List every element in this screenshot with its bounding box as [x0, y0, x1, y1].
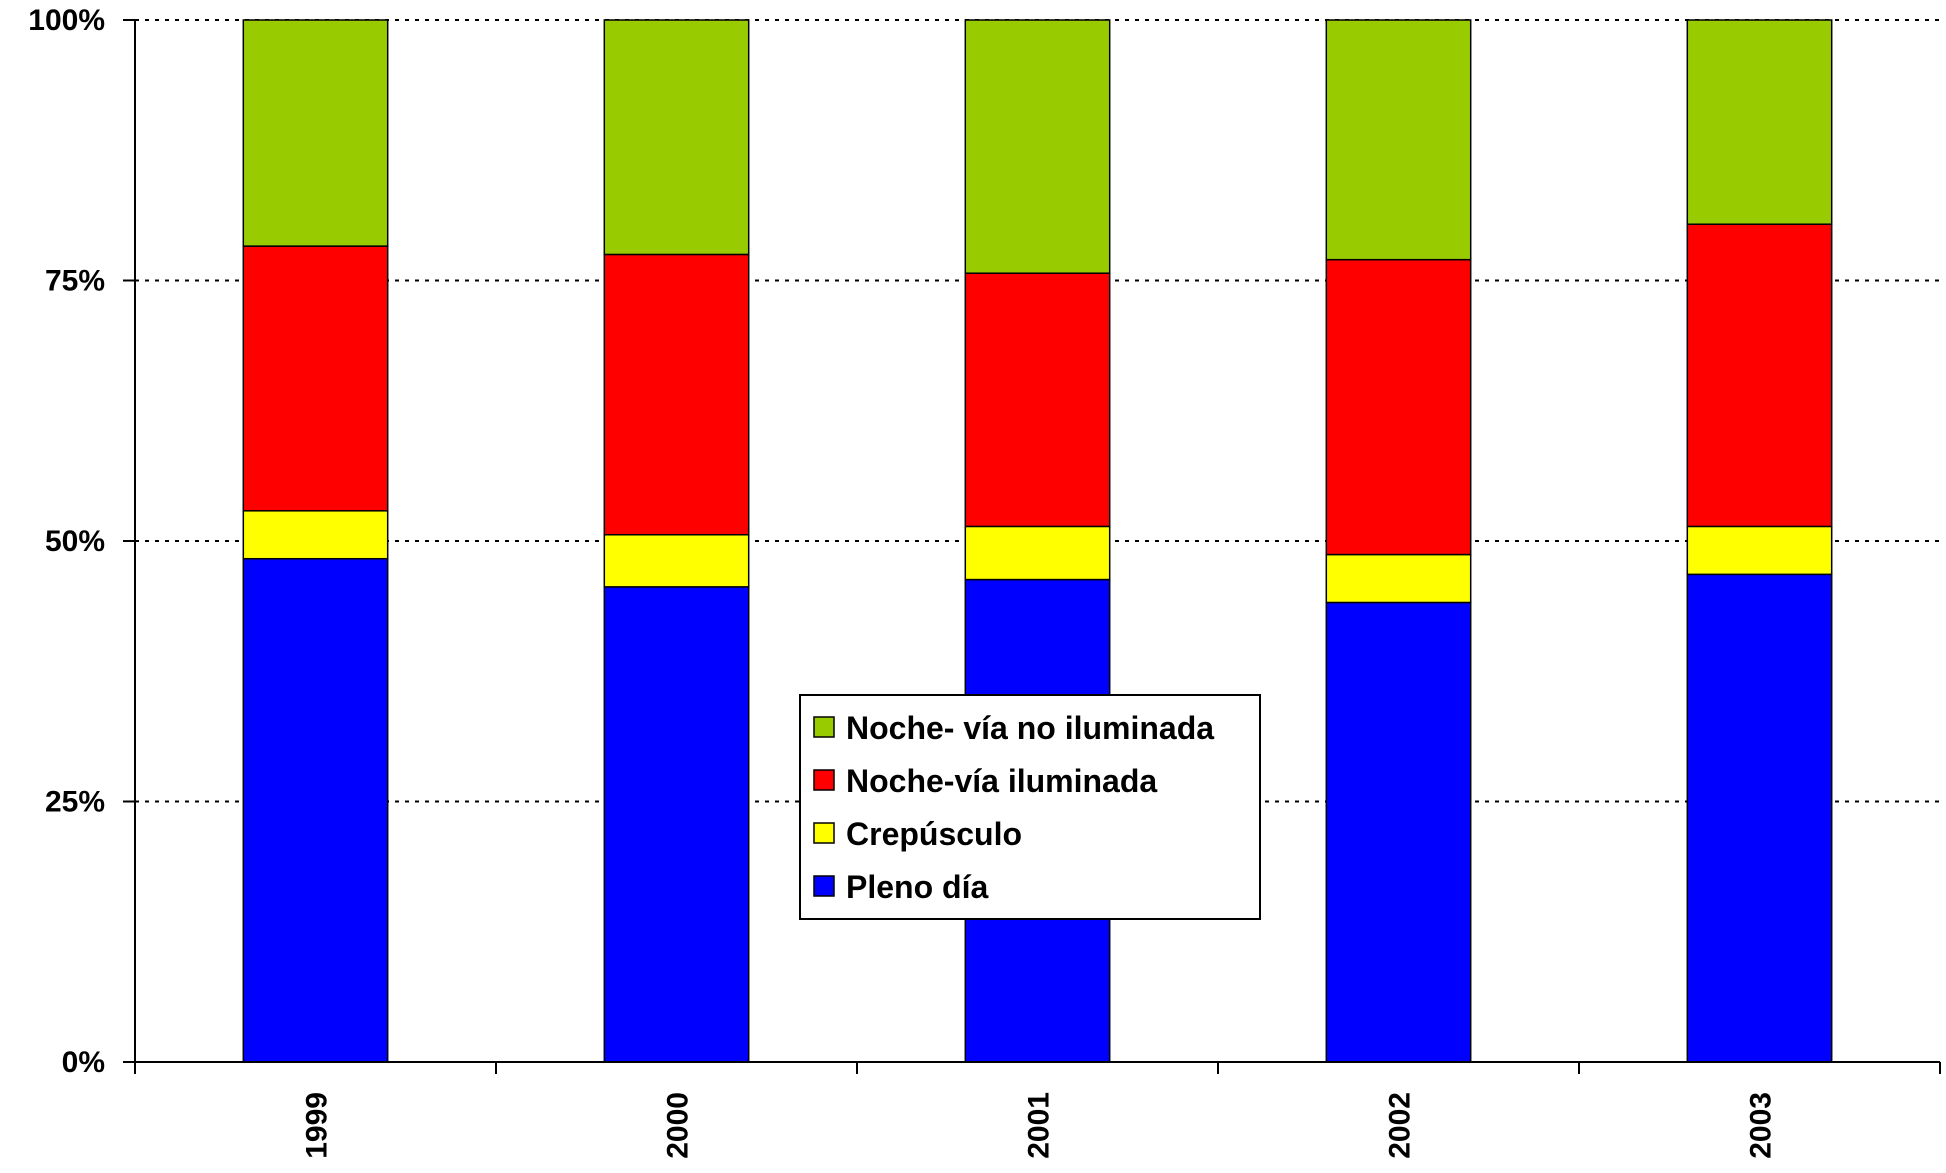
bar-2002-series-2: [1325, 258, 1472, 556]
bar-2003-series-3: [1686, 19, 1833, 225]
x-tick-label: 2000: [662, 1092, 695, 1159]
bar-2002-series-0: [1325, 601, 1472, 1063]
bar-2003-series-0: [1686, 573, 1833, 1063]
legend-label-0: Noche- vía no iluminada: [846, 710, 1214, 746]
x-tick-label: 2001: [1023, 1092, 1056, 1159]
y-axis-tick-labels: 0% 25% 50% 75% 100%: [28, 4, 105, 1079]
bar-2002-series-1: [1325, 553, 1472, 604]
y-tick-label: 0%: [62, 1046, 105, 1079]
bar-1999-series-2: [242, 245, 389, 512]
bar-2000-series-3: [603, 19, 750, 256]
bar-1999-series-3: [242, 19, 389, 247]
legend-swatch-1: [813, 769, 835, 791]
legend-label-3: Pleno día: [846, 869, 988, 905]
bar-2003-series-1: [1686, 525, 1833, 576]
legend: Noche- vía no iluminada Noche-vía ilumina…: [799, 694, 1261, 920]
legend-swatch-3: [813, 875, 835, 897]
axes: [123, 19, 1941, 1074]
x-tick-label: 2003: [1745, 1092, 1778, 1159]
bar-2001-series-1: [964, 525, 1111, 581]
bar-2000-series-1: [603, 533, 750, 588]
bar-1999-series-0: [242, 557, 389, 1063]
bar-2001-series-2: [964, 272, 1111, 528]
bar-2000-series-0: [603, 586, 750, 1063]
y-tick-label: 50%: [45, 525, 105, 558]
legend-label-1: Noche-vía iluminada: [846, 763, 1157, 799]
legend-swatch-0: [813, 716, 835, 738]
bar-2001-series-3: [964, 19, 1111, 274]
bar-2003-series-2: [1686, 223, 1833, 528]
legend-label-2: Crepúsculo: [846, 816, 1022, 852]
x-tick-label: 2002: [1384, 1092, 1417, 1159]
bar-2002-series-3: [1325, 19, 1472, 261]
bar-1999-series-1: [242, 510, 389, 560]
y-tick-label: 100%: [28, 4, 105, 37]
y-tick-label: 75%: [45, 265, 105, 298]
legend-box: [799, 694, 1261, 920]
y-tick-label: 25%: [45, 786, 105, 819]
x-axis-tick-labels: 1999 2000 2001 2002 2003: [301, 1092, 1778, 1159]
x-tick-label: 1999: [301, 1092, 334, 1159]
bar-2000-series-2: [603, 253, 750, 536]
legend-swatch-2: [813, 822, 835, 844]
